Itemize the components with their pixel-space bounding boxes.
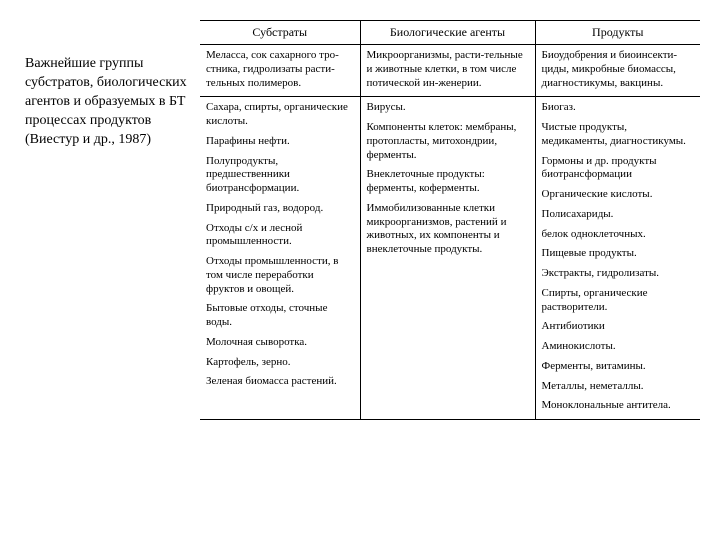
list-item: Биогаз. — [542, 101, 695, 115]
cell-products-2: Биогаз. Чистые продукты, медикаменты, ди… — [535, 97, 700, 420]
list-item: Пищевые продукты. — [542, 247, 695, 261]
list-item: Полупродукты, предшественники биотрансфо… — [206, 155, 354, 196]
list-item: Чистые продукты, медикаменты, диагностик… — [542, 121, 695, 149]
table-container: Субстраты Биологические агенты Продукты … — [200, 20, 700, 520]
header-products: Продукты — [535, 21, 700, 45]
header-row: Субстраты Биологические агенты Продукты — [200, 21, 700, 45]
list-item: Отходы с/х и лесной промышленности. — [206, 222, 354, 250]
cell-substrates-2: Сахара, спирты, органические кислоты. Па… — [200, 97, 360, 420]
list-item: Молочная сыворотка. — [206, 336, 354, 350]
list-item: Органические кислоты. — [542, 188, 695, 202]
list-item: Ферменты, витамины. — [542, 360, 695, 374]
list-item: Природный газ, водород. — [206, 202, 354, 216]
substrates-table: Субстраты Биологические агенты Продукты … — [200, 20, 700, 420]
list-item: Сахара, спирты, органические кислоты. — [206, 101, 354, 129]
list-item: Внеклеточные продукты: ферменты, коферме… — [367, 168, 529, 196]
list-item: Гормоны и др. продукты биотрансформации — [542, 155, 695, 183]
list-item: Экстракты, гидролизаты. — [542, 267, 695, 281]
list-item: Компоненты клеток: мембраны, протопласты… — [367, 121, 529, 162]
list-item: белок одноклеточных. — [542, 228, 695, 242]
cell-agents-2: Вирусы. Компоненты клеток: мембраны, про… — [360, 97, 535, 420]
table-row: Меласса, сок сахарного тро-стника, гидро… — [200, 45, 700, 97]
list-item: Отходы промышленности, в том числе перер… — [206, 255, 354, 296]
list-item: Антибиотики — [542, 320, 695, 334]
list-item: Бытовые отходы, сточные воды. — [206, 302, 354, 330]
list-item: Аминокислоты. — [542, 340, 695, 354]
list-item: Полисахариды. — [542, 208, 695, 222]
list-item: Металлы, неметаллы. — [542, 380, 695, 394]
list-item: Моноклональные антитела. — [542, 399, 695, 413]
table-row: Сахара, спирты, органические кислоты. Па… — [200, 97, 700, 420]
list-item: Спирты, органические растворители. — [542, 287, 695, 315]
cell-substrates-1: Меласса, сок сахарного тро-стника, гидро… — [200, 45, 360, 97]
list-item: Парафины нефти. — [206, 135, 354, 149]
cell-agents-1: Микроорганизмы, расти-тельные и животные… — [360, 45, 535, 97]
list-item: Иммобилизованные клетки микроорганизмов,… — [367, 202, 529, 257]
header-agents: Биологические агенты — [360, 21, 535, 45]
list-item: Картофель, зерно. — [206, 356, 354, 370]
list-item: Вирусы. — [367, 101, 529, 115]
list-item: Зеленая биомасса растений. — [206, 375, 354, 389]
cell-products-1: Биоудобрения и биоинсекти-циды, микробны… — [535, 45, 700, 97]
table-caption: Важнейшие группы субстратов, биологическ… — [25, 20, 190, 520]
header-substrates: Субстраты — [200, 21, 360, 45]
